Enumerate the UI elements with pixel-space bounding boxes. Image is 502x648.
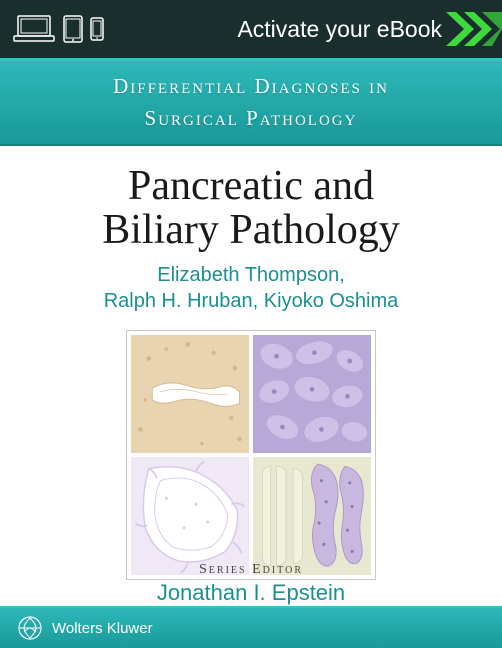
arrow-chevrons [446, 0, 502, 58]
series-editor-name: Jonathan I. Epstein [0, 580, 502, 606]
title-line-2: Biliary Pathology [0, 208, 502, 252]
histology-tile-3 [131, 457, 249, 575]
histology-image-grid [126, 330, 376, 580]
histology-tile-4 [253, 457, 371, 575]
publisher-logo-icon [18, 616, 42, 640]
authors-block: Elizabeth Thompson, Ralph H. Hruban, Kiy… [0, 262, 502, 314]
tablet-icon [62, 15, 84, 43]
title-line-1: Pancreatic and [0, 164, 502, 208]
publisher-name: Wolters Kluwer [52, 620, 153, 637]
series-editor-block: Series Editor Jonathan I. Epstein [0, 562, 502, 606]
series-line-1: Differential Diagnoses in [113, 71, 389, 103]
phone-icon [90, 17, 104, 41]
series-title-band: Differential Diagnoses in Surgical Patho… [0, 58, 502, 146]
series-editor-label: Series Editor [0, 562, 502, 578]
laptop-icon [12, 14, 56, 44]
publisher-bar: Wolters Kluwer [0, 606, 502, 648]
activate-ebook-text: Activate your eBook [237, 16, 442, 43]
device-icons [12, 14, 104, 44]
authors-line-1: Elizabeth Thompson, [0, 262, 502, 288]
histology-tile-2 [253, 335, 371, 453]
series-line-2: Surgical Pathology [145, 103, 358, 135]
authors-line-2: Ralph H. Hruban, Kiyoko Oshima [0, 288, 502, 314]
main-cover-area: Pancreatic and Biliary Pathology Elizabe… [0, 146, 502, 606]
ebook-activation-banner: Activate your eBook [0, 0, 502, 58]
histology-tile-1 [131, 335, 249, 453]
book-title: Pancreatic and Biliary Pathology [0, 164, 502, 252]
